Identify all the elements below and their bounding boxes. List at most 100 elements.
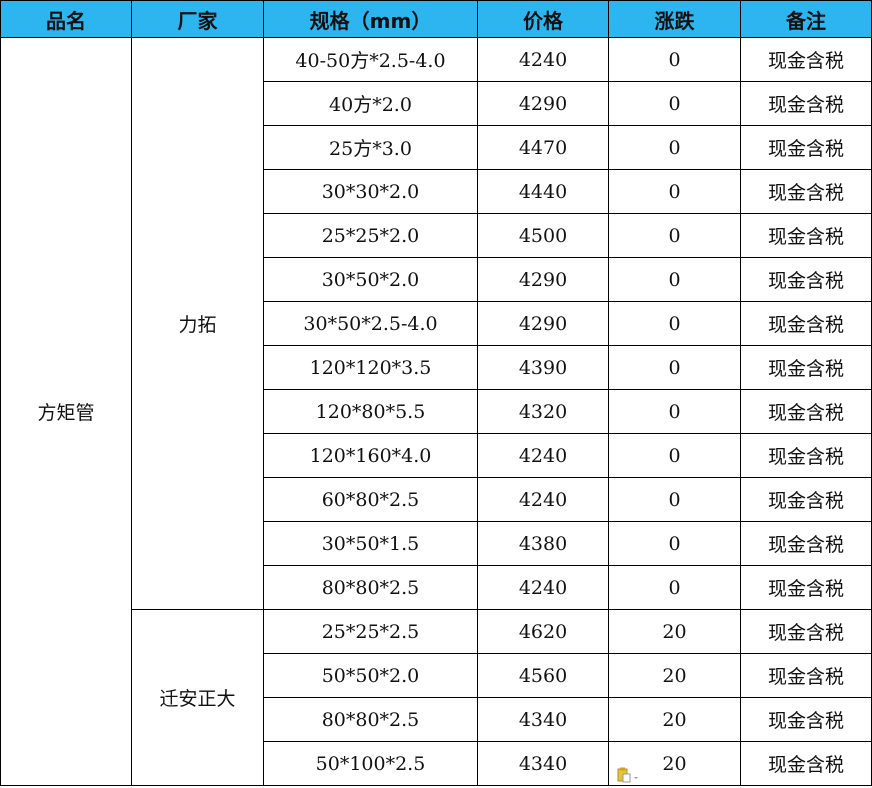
change-cell[interactable]: 0 [608,389,741,434]
spec-cell[interactable]: 80*80*2.5 [263,565,478,610]
spec-cell[interactable]: 30*50*2.5-4.0 [263,301,478,346]
remark-value: 现金含税 [767,94,844,116]
header-remark[interactable]: 备注 [740,0,872,38]
header-manufacturer[interactable]: 厂家 [131,0,264,38]
price-cell[interactable]: 4390 [477,345,609,390]
price-value: 4240 [518,576,568,599]
remark-cell[interactable]: 现金含税 [740,81,872,126]
change-value: 0 [668,532,681,555]
price-cell[interactable]: 4470 [477,125,609,170]
price-cell[interactable]: 4290 [477,257,609,302]
spec-cell[interactable]: 120*120*3.5 [263,345,478,390]
change-cell[interactable]: 0 [608,433,741,478]
change-value: 0 [668,92,681,115]
change-cell[interactable]: 20 [608,697,741,742]
header-price[interactable]: 价格 [477,0,609,38]
change-cell[interactable]: 0 [608,521,741,566]
price-cell[interactable]: 4340 [477,697,609,742]
remark-cell[interactable]: 现金含税 [740,609,872,654]
remark-cell[interactable]: 现金含税 [740,521,872,566]
remark-cell[interactable]: 现金含税 [740,37,872,82]
product-cell[interactable]: 方矩管 [0,37,132,786]
spec-cell[interactable]: 30*30*2.0 [263,169,478,214]
spec-cell[interactable]: 40-50方*2.5-4.0 [263,37,478,82]
change-cell[interactable]: 0 [608,565,741,610]
spec-cell[interactable]: 50*50*2.0 [263,653,478,698]
price-value: 4290 [518,312,568,335]
change-value: 0 [668,48,681,71]
change-cell[interactable]: 0 [608,169,741,214]
table-row: 50*50*2.0 4560 20 现金含税 [1,653,872,698]
spec-cell[interactable]: 25*25*2.0 [263,213,478,258]
price-cell[interactable]: 4240 [477,477,609,522]
price-cell[interactable]: 4240 [477,37,609,82]
spec-value: 30*30*2.0 [321,180,420,203]
change-value: 0 [668,180,681,203]
price-cell[interactable]: 4500 [477,213,609,258]
remark-value: 现金含税 [767,50,844,72]
remark-value: 现金含税 [767,182,844,204]
change-cell[interactable]: 0 [608,125,741,170]
paste-options-icon[interactable] [617,766,638,783]
price-value: 4440 [518,180,568,203]
remark-cell[interactable]: 现金含税 [740,169,872,214]
remark-cell[interactable]: 现金含税 [740,741,872,786]
change-cell[interactable]: 0 [608,301,741,346]
price-cell[interactable]: 4290 [477,81,609,126]
remark-cell[interactable]: 现金含税 [740,565,872,610]
change-cell[interactable]: 0 [608,213,741,258]
remark-cell[interactable]: 现金含税 [740,389,872,434]
remark-cell[interactable]: 现金含税 [740,125,872,170]
remark-cell[interactable]: 现金含税 [740,301,872,346]
price-value: 4320 [518,400,568,423]
spec-cell[interactable]: 30*50*2.0 [263,257,478,302]
price-value: 4470 [518,136,568,159]
change-cell[interactable]: 0 [608,257,741,302]
price-cell[interactable]: 4620 [477,609,609,654]
spec-cell[interactable]: 120*80*5.5 [263,389,478,434]
change-value: 0 [668,400,681,423]
change-cell[interactable]: 20 [608,741,741,786]
spec-cell[interactable]: 80*80*2.5 [263,697,478,742]
price-cell[interactable]: 4240 [477,433,609,478]
spec-cell[interactable]: 120*160*4.0 [263,433,478,478]
change-cell[interactable]: 0 [608,37,741,82]
price-cell[interactable]: 4340 [477,741,609,786]
remark-cell[interactable]: 现金含税 [740,433,872,478]
remark-value: 现金含税 [767,754,844,776]
change-cell[interactable]: 0 [608,477,741,522]
price-cell[interactable]: 4560 [477,653,609,698]
remark-cell[interactable]: 现金含税 [740,345,872,390]
spec-cell[interactable]: 50*100*2.5 [263,741,478,786]
remark-value: 现金含税 [767,138,844,160]
header-product-name[interactable]: 品名 [0,0,132,38]
price-cell[interactable]: 4320 [477,389,609,434]
remark-cell[interactable]: 现金含税 [740,653,872,698]
remark-cell[interactable]: 现金含税 [740,213,872,258]
remark-value: 现金含税 [767,710,844,732]
table-row: 25*25*2.0 4500 0 现金含税 [1,213,872,258]
price-cell[interactable]: 4440 [477,169,609,214]
spec-cell[interactable]: 60*80*2.5 [263,477,478,522]
price-cell[interactable]: 4240 [477,565,609,610]
spec-cell[interactable]: 25*25*2.5 [263,609,478,654]
spec-cell[interactable]: 30*50*1.5 [263,521,478,566]
change-cell[interactable]: 0 [608,345,741,390]
manufacturer-cell[interactable]: 力拓 [131,37,264,610]
change-value: 0 [668,576,681,599]
price-value: 4500 [518,224,568,247]
spec-cell[interactable]: 40方*2.0 [263,81,478,126]
manufacturer-cell[interactable]: 迁安正大 [131,609,264,786]
remark-cell[interactable]: 现金含税 [740,697,872,742]
remark-cell[interactable]: 现金含税 [740,477,872,522]
header-change[interactable]: 涨跌 [608,0,741,38]
remark-cell[interactable]: 现金含税 [740,257,872,302]
change-cell[interactable]: 20 [608,609,741,654]
price-cell[interactable]: 4290 [477,301,609,346]
spec-cell[interactable]: 25方*3.0 [263,125,478,170]
price-cell[interactable]: 4380 [477,521,609,566]
header-spec[interactable]: 规格（mm） [263,0,478,38]
change-cell[interactable]: 0 [608,81,741,126]
change-cell[interactable]: 20 [608,653,741,698]
